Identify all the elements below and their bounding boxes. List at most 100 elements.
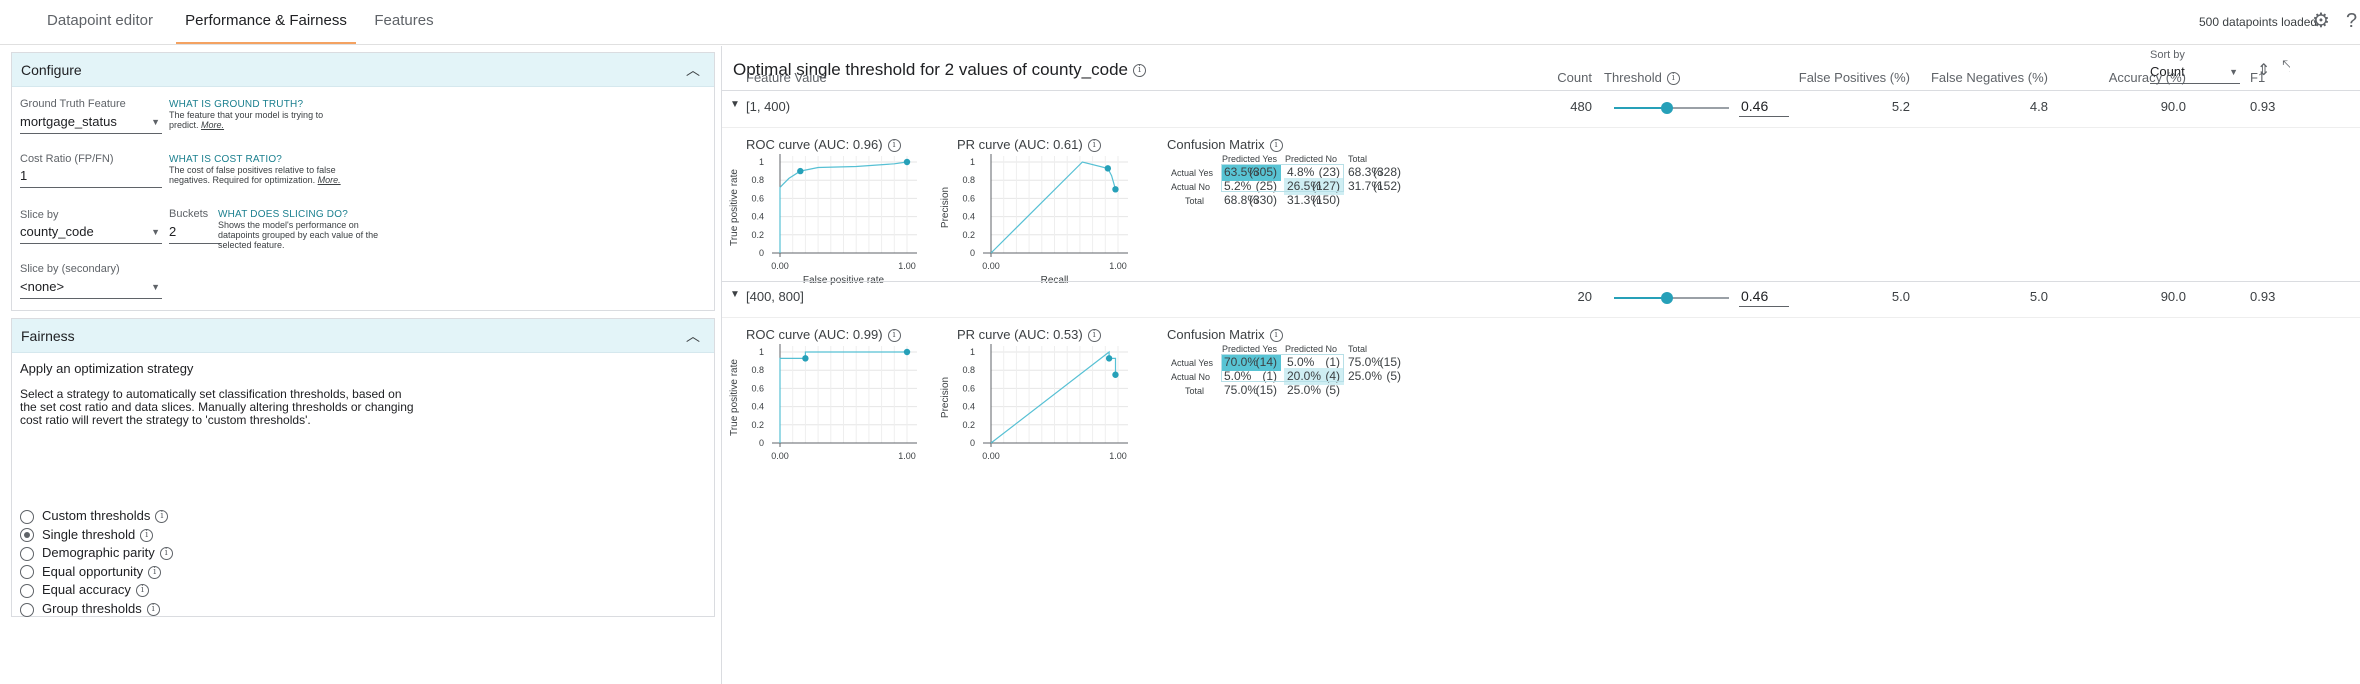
ground-truth-more-link[interactable]: More. — [201, 120, 225, 130]
radio-button[interactable] — [20, 602, 34, 617]
false-positives-value: 5.2 — [1891, 99, 1910, 114]
info-icon[interactable]: i — [148, 565, 162, 579]
cm-percent: 20.0% — [1287, 369, 1322, 383]
info-icon[interactable]: i — [1269, 329, 1283, 343]
cost-ratio-input[interactable]: 1 — [20, 166, 162, 188]
feature-value: [1, 400) — [746, 99, 791, 114]
info-icon[interactable]: i — [140, 528, 154, 542]
expand-icon[interactable]: ⤡ — [2282, 58, 2290, 75]
cm-percent: 5.2% — [1224, 179, 1252, 193]
y-tick-label: 0 — [970, 248, 975, 258]
confusion-matrix-title: Confusion Matrix i — [1167, 327, 1283, 343]
tab-datapoint-editor[interactable]: Datapoint editor — [47, 12, 153, 29]
tab-features[interactable]: Features — [374, 12, 434, 29]
col-count[interactable]: Count — [1557, 70, 1592, 85]
strategy-option-demographic-parity[interactable]: Demographic parity i — [20, 545, 173, 563]
y-tick-label: 0.2 — [751, 230, 764, 240]
cm-title-text: Confusion Matrix — [1167, 137, 1265, 152]
slice-secondary-select[interactable]: <none> ▼ — [20, 277, 162, 299]
fairness-header[interactable]: Fairness ︿ — [12, 319, 714, 353]
info-icon[interactable]: i — [1666, 72, 1680, 86]
dropdown-caret-icon: ▼ — [151, 282, 160, 292]
collapse-chevron-icon[interactable]: ︿ — [686, 328, 700, 344]
f1-value: 0.93 — [2250, 99, 2276, 114]
cm-percent: 25.0% — [1287, 383, 1322, 397]
radio-button[interactable] — [20, 528, 34, 543]
threshold-slider-thumb[interactable] — [1660, 102, 1673, 114]
y-tick-label: 0 — [970, 438, 975, 448]
info-icon[interactable]: i — [887, 139, 901, 153]
cm-cell-yes-total: 68.3% (328) — [1345, 164, 1405, 181]
fairness-heading: Apply an optimization strategy — [20, 361, 194, 376]
fairness-panel: Fairness ︿ Apply an optimization strateg… — [11, 318, 715, 617]
radio-button[interactable] — [20, 509, 34, 524]
info-icon[interactable]: i — [1269, 139, 1283, 153]
radio-button[interactable] — [20, 546, 34, 561]
col-feature-value[interactable]: Feature Value — [746, 70, 827, 85]
threshold-input[interactable]: 0.46 — [1739, 285, 1789, 307]
strategy-option-group-thresholds[interactable]: Group thresholds i — [20, 601, 160, 619]
sort-by-value: Count — [2150, 64, 2185, 79]
configure-header[interactable]: Configure ︿ — [12, 53, 714, 87]
strategy-option-label: Group thresholds — [42, 601, 142, 616]
sort-by-select[interactable]: Count ▼ — [2150, 62, 2240, 84]
info-icon[interactable]: i — [887, 329, 901, 343]
ground-truth-value: mortgage_status — [20, 114, 117, 129]
expand-row-chevron-icon[interactable]: ▼ — [730, 289, 740, 300]
collapse-chevron-icon[interactable]: ︿ — [686, 62, 700, 78]
dropdown-caret-icon: ▼ — [151, 117, 160, 127]
cm-percent: 25.0% — [1348, 369, 1383, 383]
x-tick-label: 1.00 — [898, 451, 916, 461]
radio-button[interactable] — [20, 565, 34, 580]
strategy-option-equal-opportunity[interactable]: Equal opportunity i — [20, 564, 162, 582]
cm-count: (1) — [1325, 355, 1340, 369]
cm-count: (5) — [1386, 369, 1401, 383]
info-icon[interactable]: i — [1133, 64, 1147, 78]
info-icon[interactable]: i — [1087, 329, 1101, 343]
count-value: 480 — [1570, 99, 1592, 114]
help-icon[interactable]: ? — [2345, 10, 2358, 32]
radio-button[interactable] — [20, 583, 34, 598]
cm-percent: 75.0% — [1224, 383, 1259, 397]
threshold-slider-thumb[interactable] — [1660, 292, 1673, 304]
ground-truth-label: Ground Truth Feature — [20, 98, 126, 110]
threshold-point — [1112, 186, 1119, 193]
y-tick-label: 0.2 — [962, 420, 975, 430]
col-false-positives[interactable]: False Positives (%) — [1798, 70, 1910, 85]
col-f1[interactable]: F1 — [2250, 70, 2266, 85]
slice-by-select[interactable]: county_code ▼ — [20, 222, 162, 244]
cm-count: (328) — [1372, 165, 1401, 179]
tab-performance-fairness[interactable]: Performance & Fairness — [176, 0, 356, 44]
dropdown-caret-icon: ▼ — [151, 227, 160, 237]
strategy-option-single-threshold[interactable]: Single threshold i — [20, 527, 154, 545]
ground-truth-select[interactable]: mortgage_status ▼ — [20, 112, 162, 134]
settings-gear-icon[interactable]: ⚙ — [2312, 10, 2330, 32]
cost-ratio-more-link[interactable]: More. — [317, 175, 341, 185]
threshold-point — [1104, 165, 1112, 172]
info-icon[interactable]: i — [146, 603, 160, 617]
threshold-input[interactable]: 0.46 — [1739, 95, 1789, 117]
cm-percent: 31.7% — [1348, 179, 1383, 193]
y-tick-label: 0.4 — [751, 212, 764, 222]
header-divider — [722, 90, 2360, 91]
col-accuracy[interactable]: Accuracy (%) — [2108, 70, 2186, 85]
expand-row-chevron-icon[interactable]: ▼ — [730, 99, 740, 110]
cm-cell-tp: 70.0% (14) — [1221, 354, 1281, 371]
info-icon[interactable]: i — [135, 584, 149, 598]
cm-count: (305) — [1248, 165, 1277, 179]
cm-col-total: Total — [1348, 344, 1368, 354]
cm-cell-pred-yes-total: 75.0% (15) — [1221, 382, 1281, 399]
strategy-option-equal-accuracy[interactable]: Equal accuracy i — [20, 582, 149, 600]
info-icon[interactable]: i — [155, 510, 169, 524]
info-icon[interactable]: i — [1087, 139, 1101, 153]
cm-cell-tn: 20.0% (4) — [1284, 368, 1344, 385]
strategy-option-custom-thresholds[interactable]: Custom thresholds i — [20, 508, 169, 526]
sort-direction-icon[interactable]: ⇕ — [2257, 62, 2271, 79]
col-false-negatives[interactable]: False Negatives (%) — [1930, 70, 2048, 85]
info-icon[interactable]: i — [159, 547, 173, 561]
cm-cell-fn: 5.0% (1) — [1284, 354, 1344, 371]
buckets-input[interactable]: 2 — [169, 222, 221, 244]
cm-cell-pred-no-total: 31.3% (150) — [1284, 192, 1344, 209]
cm-row-actual-no: Actual No — [1171, 372, 1211, 382]
col-threshold[interactable]: Threshold i — [1604, 70, 1680, 86]
